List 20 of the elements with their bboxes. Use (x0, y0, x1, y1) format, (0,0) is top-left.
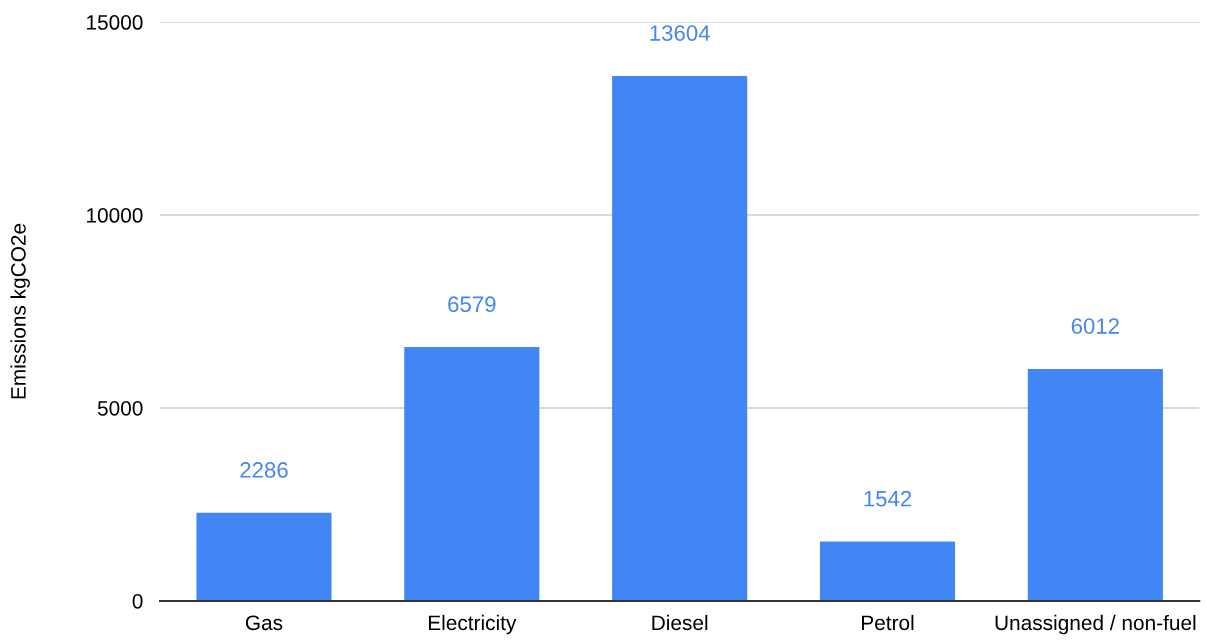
y-tick-label: 5000 (97, 401, 143, 416)
y-tick-label: 10000 (87, 208, 143, 223)
bar (404, 347, 540, 601)
data-label: 13604 (650, 25, 710, 41)
x-tick-label: Diesel (652, 614, 708, 631)
data-label: 6579 (448, 296, 496, 313)
bar (196, 512, 332, 601)
data-label: 6012 (1071, 318, 1119, 334)
bar (1027, 368, 1163, 601)
x-tick-label: Gas (245, 615, 283, 631)
y-axis-title: Emissions kgCO2e (10, 223, 30, 399)
data-label: 1542 (864, 490, 912, 507)
y-tick-label: 0 (132, 593, 143, 609)
x-tick-label: Unassigned / non-fuel (995, 614, 1196, 635)
x-tick-label: Electricity (428, 614, 517, 635)
bar (819, 541, 956, 601)
bar (612, 75, 748, 601)
x-tick-label: Petrol (862, 614, 914, 631)
data-label: 2286 (240, 462, 288, 478)
y-tick-label: 15000 (87, 15, 143, 30)
